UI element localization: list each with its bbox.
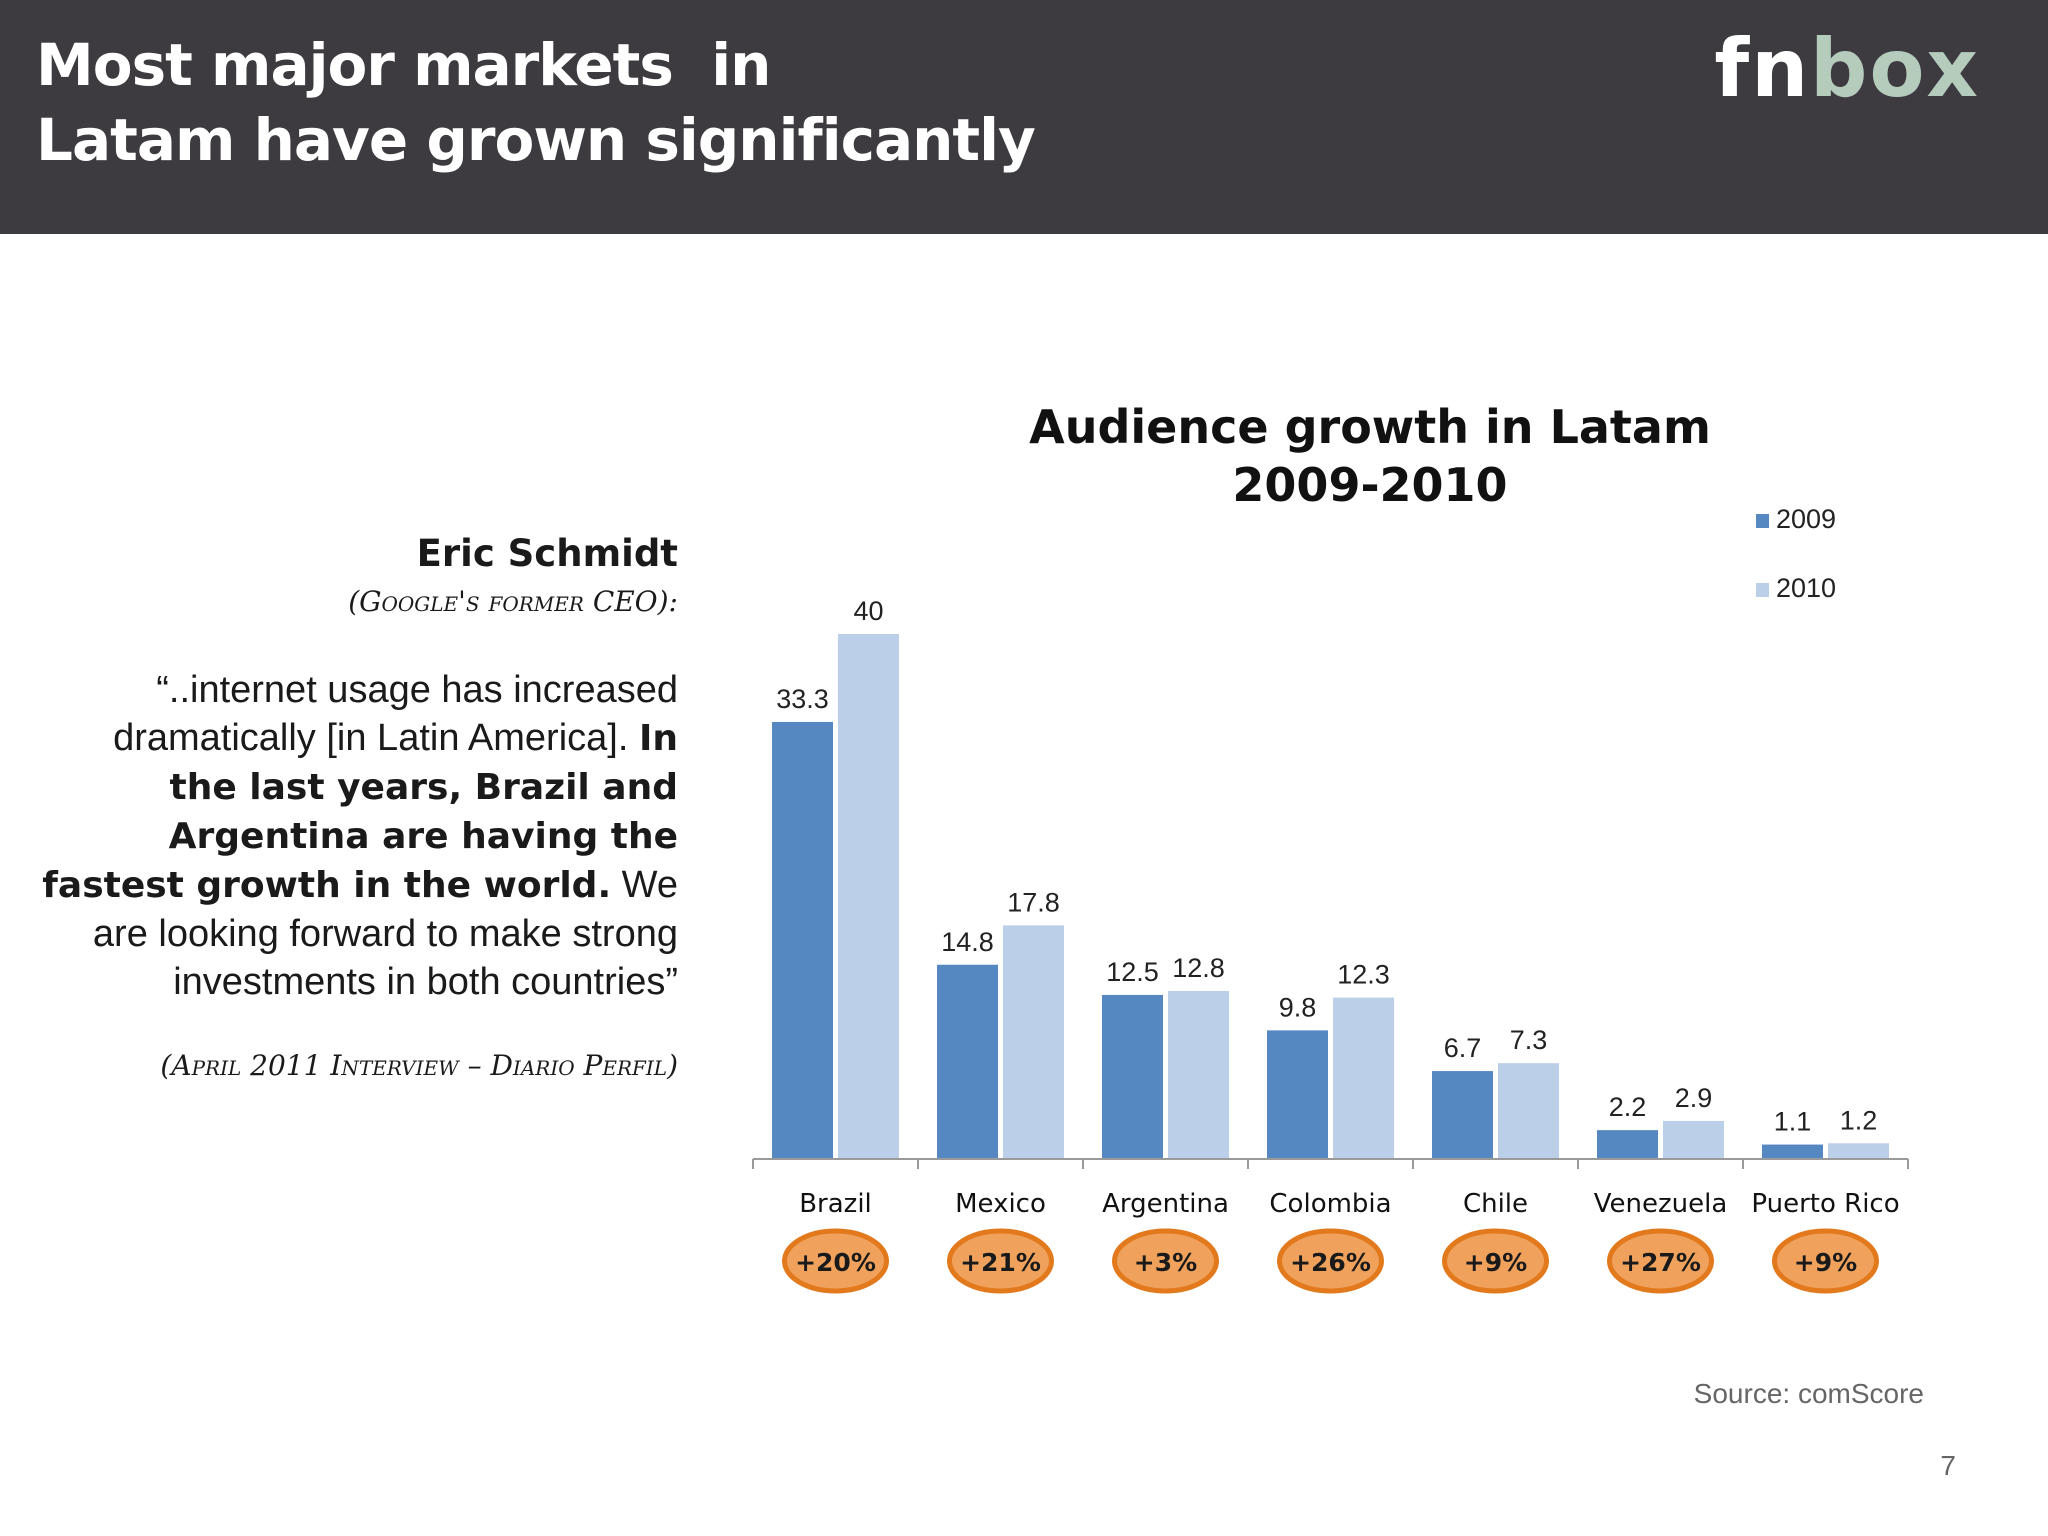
bar-2010 (1003, 925, 1064, 1159)
data-label-2009: 12.5 (1106, 957, 1159, 987)
bar-2009 (1597, 1130, 1658, 1159)
bar-2010 (1663, 1120, 1724, 1159)
quote-text: “..internet usage has increased dramatic… (40, 666, 678, 1006)
legend-label-2010: 2010 (1776, 573, 1836, 603)
x-tick-label: Venezuela (1594, 1189, 1728, 1219)
bar-2010 (1498, 1063, 1559, 1159)
growth-badge (1112, 1228, 1219, 1294)
x-tick-label: Colombia (1269, 1189, 1391, 1219)
quote-source: (April 2011 Interview – Diario Perfil) (160, 1049, 678, 1082)
chart-title: Audience growth in Latam 2009-2010 (1000, 398, 1740, 514)
data-label-2010: 2.9 (1675, 1083, 1713, 1113)
data-label-2009: 9.8 (1279, 992, 1317, 1022)
bar-2009 (937, 964, 998, 1159)
fnbox-logo: fnbox (1714, 22, 1980, 115)
logo-text-fn: fn (1714, 22, 1811, 115)
legend-label-2009: 2009 (1776, 504, 1836, 534)
page-title: Most major markets in Latam have grown s… (36, 28, 1536, 178)
data-label-2010: 1.2 (1840, 1105, 1878, 1135)
header-bar: Most major markets in Latam have grown s… (0, 0, 2048, 234)
quote-text-bold: In the last years, Brazil and Argentina … (42, 718, 678, 906)
bar-2009 (772, 721, 833, 1159)
growth-badge (782, 1228, 889, 1294)
growth-badge (1277, 1228, 1384, 1294)
growth-badge (1607, 1228, 1714, 1294)
x-tick-label: Chile (1463, 1189, 1528, 1219)
chart-title-line-2: 2009-2010 (1232, 458, 1508, 512)
quote-author-name: Eric Schmidt (416, 532, 678, 575)
quote-text-intro: “..internet usage has increased dramatic… (113, 669, 678, 759)
growth-badge-label: +9% (1794, 1248, 1857, 1277)
quote-text-end: We are looking forward to make strong in… (92, 864, 678, 1003)
quote-author-role: (Google's former CEO): (348, 585, 678, 618)
growth-badge-label: +9% (1464, 1248, 1527, 1277)
data-label-2009: 33.3 (776, 684, 829, 714)
data-label-2010: 12.8 (1172, 953, 1225, 983)
chart-title-line-1: Audience growth in Latam (1029, 400, 1711, 454)
quote-block: Eric Schmidt (Google's former CEO): “..i… (40, 530, 678, 1086)
legend-swatch-2010 (1756, 583, 1769, 597)
bar-2009 (1762, 1144, 1823, 1159)
x-tick-label: Puerto Rico (1751, 1189, 1899, 1219)
growth-badge-label: +20% (795, 1248, 876, 1277)
source-note: Source: comScore (1693, 1378, 1924, 1409)
bar-2010 (1168, 991, 1229, 1159)
bar-2009 (1267, 1030, 1328, 1159)
data-label-2010: 12.3 (1337, 960, 1390, 990)
data-label-2009: 14.8 (941, 927, 994, 957)
growth-badge-label: +26% (1290, 1248, 1371, 1277)
logo-text-box: box (1810, 22, 1980, 115)
bar-2009 (1432, 1071, 1493, 1159)
page-title-line-1: Most major markets in (36, 31, 771, 99)
data-label-2009: 6.7 (1444, 1033, 1482, 1063)
x-tick-label: Argentina (1102, 1189, 1229, 1219)
bar-2009 (1102, 994, 1163, 1159)
x-tick-label: Brazil (799, 1189, 872, 1219)
growth-badge-label: +27% (1620, 1248, 1701, 1277)
x-tick-label: Mexico (955, 1189, 1046, 1219)
growth-badge (1772, 1228, 1879, 1294)
bar-2010 (838, 634, 899, 1159)
data-label-2010: 7.3 (1510, 1025, 1548, 1055)
bar-2010 (1333, 997, 1394, 1159)
growth-badge (1442, 1228, 1549, 1294)
growth-badge (947, 1228, 1054, 1294)
page-number: 7 (1940, 1450, 1956, 1481)
bar-2010 (1828, 1143, 1889, 1159)
data-label-2010: 17.8 (1007, 887, 1060, 917)
data-label-2009: 2.2 (1609, 1092, 1647, 1122)
growth-badge-label: +21% (960, 1248, 1041, 1277)
legend-swatch-2009 (1756, 514, 1769, 528)
data-label-2009: 1.1 (1774, 1107, 1812, 1137)
page-title-line-2: Latam have grown significantly (36, 106, 1036, 174)
growth-badge-label: +3% (1134, 1248, 1197, 1277)
data-label-2010: 40 (853, 596, 883, 626)
